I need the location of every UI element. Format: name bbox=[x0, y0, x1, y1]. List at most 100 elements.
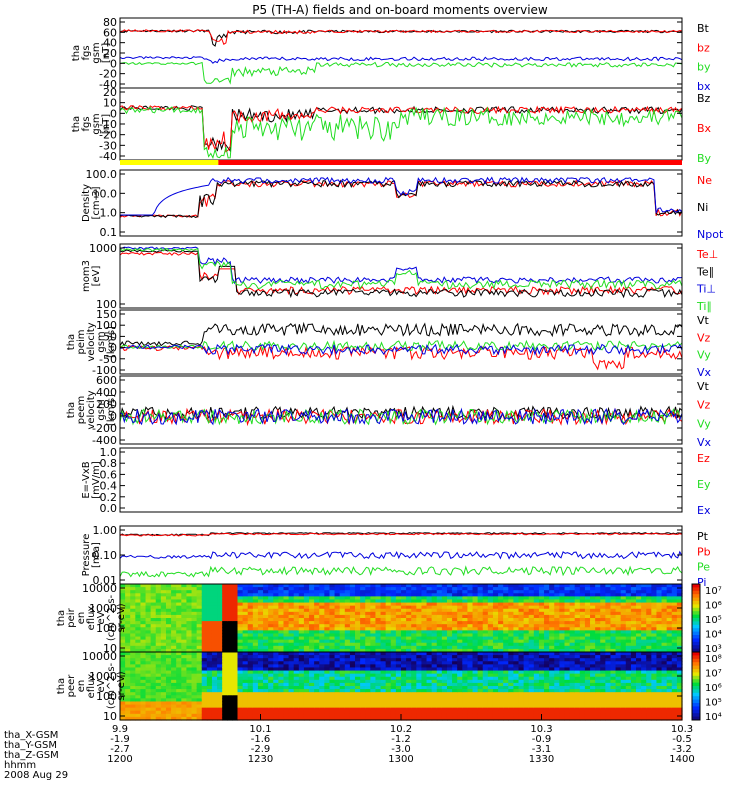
heatmap-cell bbox=[360, 614, 366, 619]
heatmap-cell bbox=[615, 695, 622, 699]
heatmap-cell bbox=[508, 624, 514, 628]
heatmap-cell bbox=[355, 667, 361, 672]
heatmap-cell bbox=[590, 689, 596, 693]
heatmap-cell bbox=[416, 676, 423, 681]
heatmap-cell bbox=[457, 639, 463, 644]
heatmap-cell bbox=[120, 639, 126, 644]
heatmap-cell bbox=[314, 682, 320, 687]
heatmap-cell bbox=[549, 701, 555, 706]
heatmap-cell bbox=[487, 611, 494, 616]
heatmap-cell bbox=[349, 633, 356, 638]
heatmap-cell bbox=[303, 636, 310, 641]
heatmap-cell bbox=[590, 713, 596, 718]
heatmap-cell bbox=[452, 652, 458, 656]
heatmap-cell bbox=[171, 689, 177, 693]
heatmap-cell bbox=[160, 587, 167, 591]
heatmap-cell bbox=[140, 624, 147, 628]
heatmap-cell bbox=[549, 661, 555, 665]
heatmap-cell bbox=[309, 624, 315, 628]
heatmap-cell bbox=[615, 596, 622, 601]
heatmap-cell bbox=[421, 605, 428, 610]
heatmap-cell bbox=[145, 618, 152, 622]
heatmap-cell bbox=[211, 686, 218, 690]
heatmap-cell bbox=[441, 645, 448, 650]
heatmap-cell bbox=[268, 661, 274, 665]
heatmap-cell bbox=[538, 676, 545, 681]
heatmap-cell bbox=[518, 624, 525, 628]
heatmap-cell bbox=[171, 664, 177, 669]
heatmap-cell bbox=[436, 596, 443, 601]
heatmap-cell bbox=[237, 716, 244, 721]
heatmap-cell bbox=[227, 682, 233, 687]
heatmap-cell bbox=[431, 710, 438, 715]
heatmap-cell bbox=[150, 664, 157, 669]
heatmap-cell bbox=[375, 642, 382, 647]
heatmap-cell bbox=[217, 667, 223, 672]
heatmap-cell bbox=[636, 590, 642, 594]
heatmap-cell bbox=[477, 698, 484, 703]
heatmap-cell bbox=[314, 648, 320, 653]
heatmap-cell bbox=[426, 670, 433, 675]
heatmap-cell bbox=[222, 686, 228, 690]
heatmap-cell bbox=[298, 611, 305, 616]
heatmap-cell bbox=[181, 618, 188, 622]
heatmap-cell bbox=[518, 716, 525, 721]
heatmap-cell bbox=[590, 618, 596, 622]
heatmap-cell bbox=[135, 661, 142, 665]
heatmap-cell bbox=[349, 602, 356, 607]
heatmap-cell bbox=[508, 605, 514, 610]
heatmap-cell bbox=[646, 695, 652, 699]
heatmap-cell bbox=[324, 605, 331, 610]
heatmap-cell bbox=[211, 658, 218, 662]
heatmap-cell bbox=[467, 645, 474, 650]
heatmap-cell bbox=[538, 658, 545, 662]
heatmap-cell bbox=[237, 673, 244, 678]
legend-Ni: Ni bbox=[697, 201, 708, 214]
heatmap-cell bbox=[171, 673, 177, 678]
heatmap-cell bbox=[324, 611, 331, 616]
heatmap-cell bbox=[155, 605, 162, 610]
heatmap-cell bbox=[636, 701, 642, 706]
heatmap-cell bbox=[431, 707, 438, 712]
heatmap-cell bbox=[309, 710, 315, 715]
heatmap-cell bbox=[477, 710, 484, 715]
heatmap-cell bbox=[416, 590, 423, 594]
heatmap-cell bbox=[247, 584, 254, 588]
heatmap-cell bbox=[319, 676, 325, 681]
heatmap-cell bbox=[564, 673, 571, 678]
heatmap-cell bbox=[155, 599, 162, 604]
heatmap-cell bbox=[482, 652, 489, 656]
heatmap-cell bbox=[206, 630, 213, 635]
y-axis-label: peir bbox=[66, 607, 77, 627]
heatmap-cell bbox=[549, 698, 555, 703]
heatmap-cell bbox=[186, 655, 193, 659]
heatmap-cell bbox=[222, 707, 228, 712]
heatmap-cell bbox=[656, 584, 663, 588]
heatmap-cell bbox=[472, 605, 479, 610]
heatmap-cell bbox=[242, 701, 249, 706]
heatmap-cell bbox=[446, 667, 453, 672]
heatmap-cell bbox=[227, 593, 233, 597]
heatmap-cell bbox=[426, 605, 433, 610]
heatmap-cell bbox=[344, 686, 351, 690]
heatmap-cell bbox=[574, 713, 581, 718]
heatmap-cell bbox=[625, 602, 632, 607]
heatmap-cell bbox=[191, 621, 198, 625]
heatmap-cell bbox=[472, 642, 479, 647]
heatmap-cell bbox=[206, 645, 213, 650]
heatmap-cell bbox=[278, 716, 285, 721]
heatmap-cell bbox=[232, 605, 239, 610]
heatmap-cell bbox=[595, 710, 601, 715]
heatmap-cell bbox=[390, 639, 397, 644]
heatmap-cell bbox=[273, 670, 279, 675]
heatmap-cell bbox=[196, 689, 203, 693]
heatmap-cell bbox=[365, 587, 371, 591]
heatmap-cell bbox=[574, 710, 581, 715]
heatmap-cell bbox=[446, 686, 453, 690]
heatmap-cell bbox=[549, 584, 555, 588]
heatmap-cell bbox=[533, 713, 540, 718]
heatmap-cell bbox=[462, 611, 469, 616]
heatmap-cell bbox=[600, 645, 606, 650]
y-axis-label: eV bbox=[96, 611, 107, 624]
heatmap-cell bbox=[508, 630, 514, 635]
